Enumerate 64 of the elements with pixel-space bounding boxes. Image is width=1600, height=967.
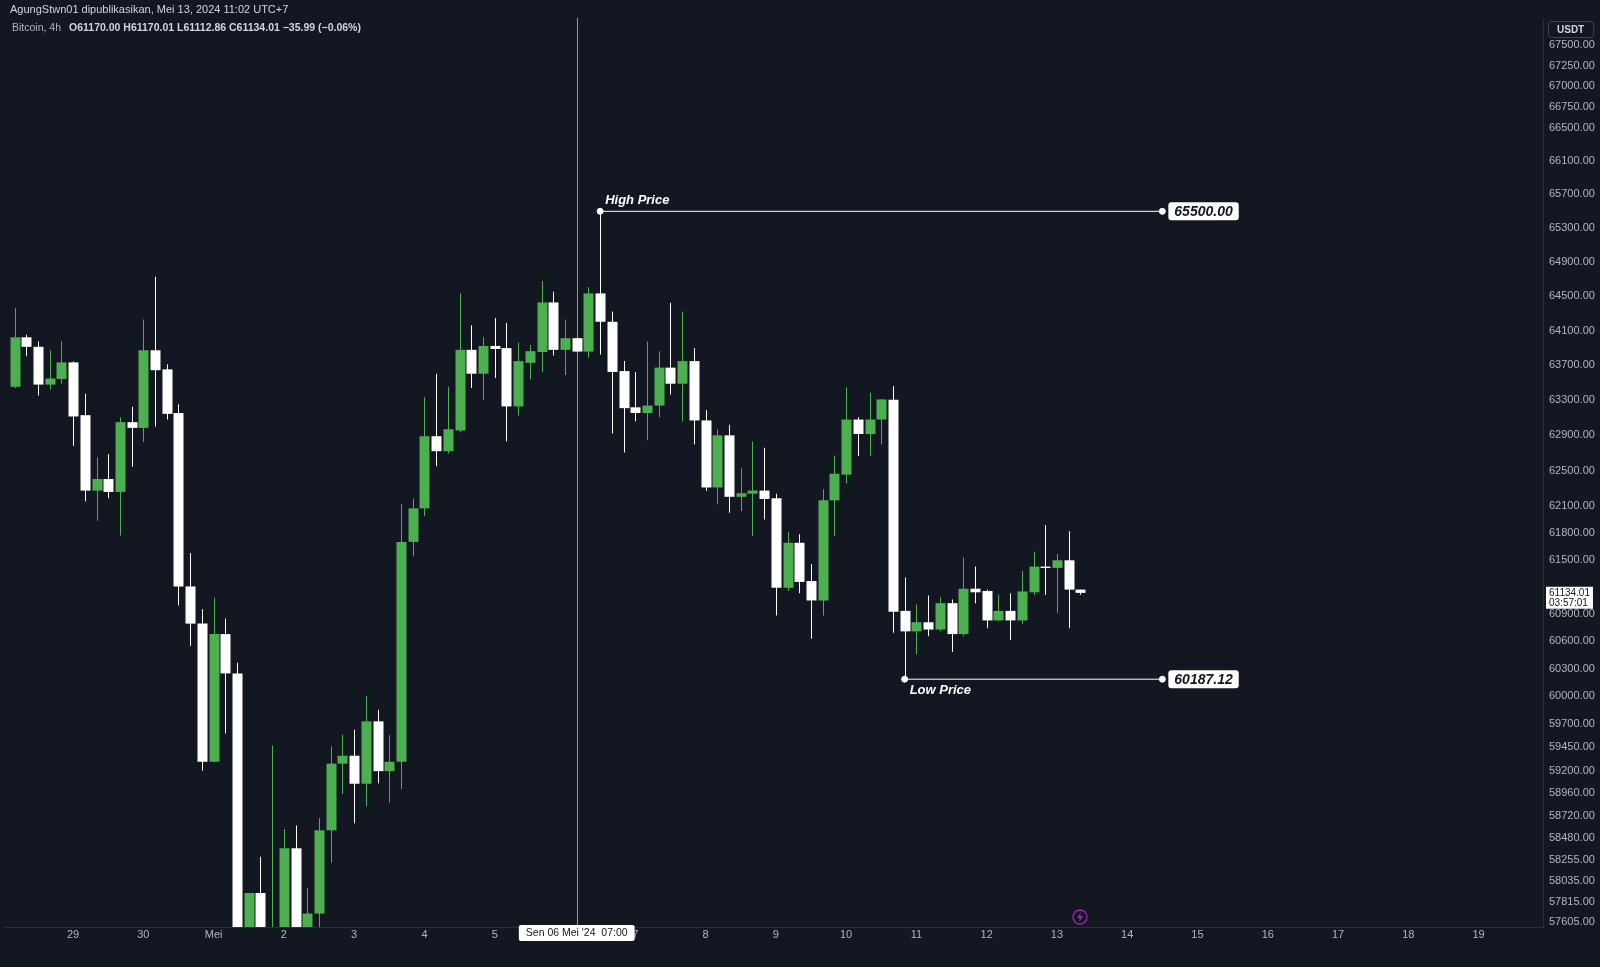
y-tick-label: 60300.00: [1549, 661, 1595, 674]
chart-title: AgungStwn01 dipublikasikan, Mei 13, 2024 11:02 UTC+7: [10, 3, 289, 16]
x-tick-label: 18: [1402, 927, 1415, 940]
y-tick-label: 65300.00: [1549, 221, 1595, 234]
y-tick-label: 58720.00: [1549, 808, 1595, 821]
x-tick-label: 17: [1331, 927, 1345, 940]
y-tick-label: 61500.00: [1549, 552, 1595, 565]
x-tick-label: 10: [839, 927, 853, 940]
y-tick-label: 65700.00: [1549, 187, 1595, 200]
x-tick-label: 5: [491, 927, 498, 940]
x-tick-label: 15: [1191, 927, 1204, 940]
data-label: 65500.00: [1174, 203, 1233, 220]
chart-subtitle: Bitcoin, 4h: [12, 21, 62, 34]
y-tick-label: 64500.00: [1549, 289, 1595, 302]
x-tick-label: 29: [66, 927, 80, 940]
y-tick-label: 59700.00: [1549, 717, 1595, 730]
candlestick: [642, 341, 653, 441]
x-tick-label: 3: [351, 927, 358, 940]
y-tick-label: 62900.00: [1549, 428, 1595, 441]
y-tick-label: 59450.00: [1549, 740, 1595, 753]
x-tick-label: 9: [772, 927, 779, 940]
y-tick-label: 60900.00: [1549, 607, 1595, 620]
y-tick-label: 60600.00: [1549, 634, 1595, 647]
y-tick-label: 58035.00: [1549, 873, 1595, 886]
candlestick: [127, 406, 138, 467]
y-tick-label: 67500.00: [1549, 38, 1595, 51]
y-tick-label: 60000.00: [1549, 689, 1595, 702]
y-tick-label: 63700.00: [1549, 358, 1595, 371]
x-tick-label: 11: [910, 927, 923, 940]
text: 61134.01: [1549, 586, 1591, 598]
y-tick-label: 66100.00: [1549, 153, 1595, 166]
y-tick-label: 67250.00: [1549, 58, 1595, 71]
y-tick-label: 57605.00: [1549, 914, 1595, 927]
y-tick-label: 61800.00: [1549, 525, 1595, 538]
x-tick-label: 8: [702, 927, 709, 940]
y-tick-label: 62500.00: [1549, 463, 1595, 476]
x-tick-label: 30: [137, 927, 150, 940]
x-tick-label: 19: [1472, 927, 1485, 940]
y-tick-label: 59200.00: [1549, 763, 1595, 776]
x-tick-label: 2: [280, 927, 287, 940]
y-tick-label: 58255.00: [1549, 852, 1595, 865]
y-tick-label: 67000.00: [1549, 79, 1595, 92]
y-tick-label: 63300.00: [1549, 393, 1595, 406]
x-tick-label: 4: [421, 927, 428, 940]
x-tick-label: 14: [1121, 927, 1134, 940]
y-axis-title: USDT: [1557, 23, 1585, 35]
ref-line-label: Sen 06 Mei '24 07:00: [525, 925, 628, 938]
annotation: O61170.00 H61170.01 L61112.86 C61134.01 −35.99 (−0.06%): [69, 21, 361, 34]
x-tick-label: 16: [1261, 927, 1274, 940]
y-tick-label: 62100.00: [1549, 499, 1595, 512]
data-label: 60187.12: [1174, 671, 1233, 688]
series-label: Low Price: [909, 682, 972, 698]
y-tick-label: 64900.00: [1549, 255, 1595, 268]
y-tick-label: 64100.00: [1549, 323, 1595, 336]
y-tick-label: 66500.00: [1549, 120, 1595, 133]
y-tick-label: 57815.00: [1549, 894, 1595, 907]
x-tick-label: 13: [1050, 927, 1064, 940]
x-tick-label: Mei: [204, 927, 223, 940]
x-tick-label: 12: [980, 927, 993, 940]
y-tick-label: 58960.00: [1549, 786, 1595, 799]
text: 03:57:01: [1549, 596, 1589, 608]
series-label: High Price: [605, 192, 670, 208]
y-tick-label: 66750.00: [1549, 99, 1595, 112]
y-tick-label: 58480.00: [1549, 831, 1595, 844]
